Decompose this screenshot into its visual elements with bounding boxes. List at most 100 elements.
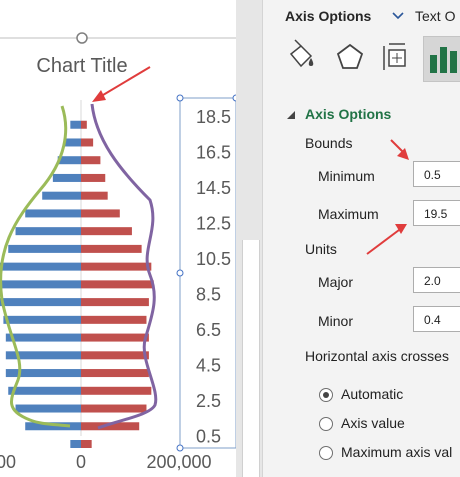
chart-title[interactable]: Chart Title xyxy=(36,55,127,77)
y-axis-tick-labels: 18.5 16.5 14.5 12.5 10.5 8.5 6.5 4.5 2.5 0.5 xyxy=(196,107,231,447)
bar-right-15[interactable] xyxy=(81,173,106,182)
bar-right-11[interactable] xyxy=(81,244,142,253)
bar-right-17[interactable] xyxy=(81,138,94,147)
minor-label: Minor xyxy=(318,313,354,329)
y-tick-label: 6.5 xyxy=(196,320,221,340)
bar-left-1[interactable] xyxy=(25,422,82,431)
selection-handle-tr[interactable] xyxy=(232,94,236,102)
y-tick-label: 4.5 xyxy=(196,356,221,376)
bar-left-17[interactable] xyxy=(64,138,81,147)
y-tick-label: 8.5 xyxy=(196,285,221,305)
red-arrow-chart xyxy=(97,66,151,99)
minor-input[interactable]: 0.4 xyxy=(413,306,460,332)
purple-annotation-curve xyxy=(90,103,158,430)
bar-left-9[interactable] xyxy=(0,280,81,289)
selection-handle-ml[interactable] xyxy=(176,269,184,277)
major-input[interactable]: 2.0 xyxy=(413,267,460,293)
bar-right-6[interactable] xyxy=(81,333,149,342)
red-arrowhead-chart xyxy=(92,90,106,102)
tab-text-options[interactable]: Text O xyxy=(415,8,456,24)
maximum-label: Maximum xyxy=(318,206,379,222)
collapse-triangle-icon[interactable] xyxy=(287,111,295,119)
radio-maximum-axis-value[interactable] xyxy=(319,446,333,460)
bar-right-9[interactable] xyxy=(81,280,154,289)
bar-right-2[interactable] xyxy=(81,404,147,413)
radio-automatic-label[interactable]: Automatic xyxy=(341,386,404,402)
bar-right-0[interactable] xyxy=(81,440,92,448)
chart-frame xyxy=(0,37,236,39)
red-arrowhead-maximum xyxy=(395,224,407,234)
bar-right-4[interactable] xyxy=(81,369,149,378)
x-tick-label-zero: 0 xyxy=(76,452,86,472)
bar-left-3[interactable] xyxy=(8,386,81,395)
bar-left-13[interactable] xyxy=(25,209,82,218)
bar-right-16[interactable] xyxy=(81,156,101,165)
bar-left-12[interactable] xyxy=(15,227,81,236)
bar-left-16[interactable] xyxy=(57,156,81,165)
vertical-scrollbar-thumb[interactable] xyxy=(242,240,260,477)
selection-handle-bl[interactable] xyxy=(176,444,184,452)
y-tick-label: 18.5 xyxy=(196,107,231,127)
minimum-input[interactable]: 0.5 xyxy=(413,161,460,187)
selection-handle-tl[interactable] xyxy=(176,94,184,102)
bounds-label: Bounds xyxy=(305,135,353,151)
bar-left-5[interactable] xyxy=(5,351,82,360)
bar-right-8[interactable] xyxy=(81,298,149,307)
red-arrowhead-minimum xyxy=(397,148,409,160)
population-pyramid-chart[interactable]: Chart Title 18.5 16.5 14.5 12.5 10.5 8.5 6.5 4.… xyxy=(0,0,236,477)
size-properties-icon[interactable] xyxy=(377,38,415,80)
x-tick-label-left: 00 xyxy=(0,452,16,472)
bar-right-1[interactable] xyxy=(81,422,140,431)
bar-left-10[interactable] xyxy=(0,262,81,271)
radio-axis-value-label[interactable]: Axis value xyxy=(341,415,405,431)
y-tick-label: 12.5 xyxy=(196,214,231,234)
y-tick-label: 14.5 xyxy=(196,178,231,198)
bar-left-0[interactable] xyxy=(70,440,81,448)
bar-right-5[interactable] xyxy=(81,351,149,360)
bar-right-13[interactable] xyxy=(81,209,120,218)
bar-left-4[interactable] xyxy=(5,369,82,378)
bar-left-8[interactable] xyxy=(0,298,81,307)
effects-pentagon-icon[interactable] xyxy=(331,38,369,80)
bar-left-11[interactable] xyxy=(8,244,81,253)
maximum-input[interactable]: 19.5 xyxy=(413,200,460,226)
bar-right-12[interactable] xyxy=(81,227,132,236)
format-axis-pane: Axis Options Text O Axis Op xyxy=(262,0,460,477)
green-annotation-curve xyxy=(0,105,71,428)
y-tick-label: 2.5 xyxy=(196,391,221,411)
bar-left-7[interactable] xyxy=(3,315,81,324)
horizontal-axis-crosses-label: Horizontal axis crosses xyxy=(305,348,449,364)
red-arrow-maximum xyxy=(366,229,400,255)
y-tick-label: 0.5 xyxy=(196,427,221,447)
bar-left-6[interactable] xyxy=(5,333,82,342)
axis-options-bar-icon[interactable] xyxy=(423,36,460,82)
fill-line-icon[interactable] xyxy=(281,38,319,80)
chart-area[interactable]: Chart Title 18.5 16.5 14.5 12.5 10.5 8.5 6.5 4.… xyxy=(0,0,236,477)
y-tick-label: 16.5 xyxy=(196,143,231,163)
y-tick-label: 10.5 xyxy=(196,249,231,269)
minimum-label: Minimum xyxy=(318,168,375,184)
chevron-down-icon[interactable] xyxy=(391,10,405,22)
bar-left-15[interactable] xyxy=(52,173,81,182)
major-label: Major xyxy=(318,274,354,290)
bar-right-18[interactable] xyxy=(81,120,87,129)
bar-left-18[interactable] xyxy=(70,120,81,129)
bar-right-10[interactable] xyxy=(81,262,152,271)
series-left-bars[interactable] xyxy=(0,120,82,448)
bar-right-14[interactable] xyxy=(81,191,108,200)
bar-right-7[interactable] xyxy=(81,315,147,324)
radio-axis-value[interactable] xyxy=(319,417,333,431)
bar-right-3[interactable] xyxy=(81,386,152,395)
units-label: Units xyxy=(305,241,337,257)
tab-axis-options[interactable]: Axis Options xyxy=(285,8,372,24)
bar-left-14[interactable] xyxy=(42,191,81,200)
radio-maximum-axis-value-label[interactable]: Maximum axis val xyxy=(341,444,453,460)
series-right-bars[interactable] xyxy=(81,120,154,448)
radio-automatic[interactable] xyxy=(319,388,333,402)
rotation-handle[interactable] xyxy=(76,32,88,44)
section-axis-options[interactable]: Axis Options xyxy=(305,106,392,122)
x-tick-label-right: 200,000 xyxy=(146,452,211,472)
pane-annotations xyxy=(366,139,409,255)
bar-left-2[interactable] xyxy=(15,404,81,413)
